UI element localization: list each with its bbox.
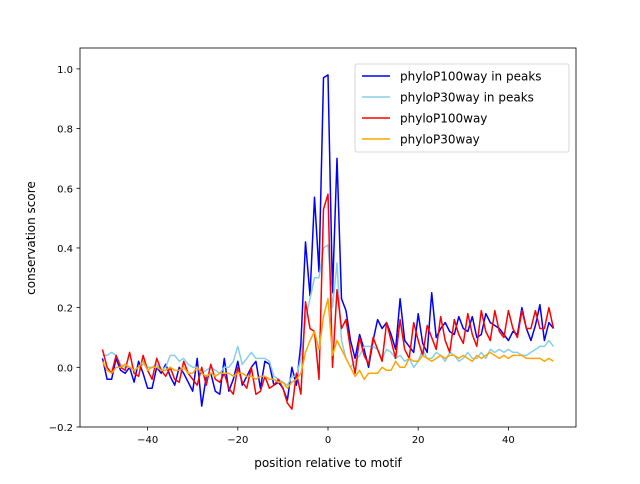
- y-tick-label: 0.0: [57, 363, 73, 374]
- x-tick-label: 20: [412, 435, 425, 446]
- series-line-3: [101, 193, 555, 410]
- plot-lines: [101, 74, 555, 410]
- legend: phyloP100way in peaks phyloP30way in peak…: [354, 63, 570, 153]
- y-tick-label: 0.8: [57, 125, 73, 136]
- y-tick-label: 0.6: [57, 184, 73, 195]
- legend-label: phyloP100way in peaks: [400, 70, 542, 84]
- series-line-4: [101, 297, 554, 389]
- y-tick-label: 0.2: [57, 304, 73, 315]
- x-tick-label: −40: [137, 435, 158, 446]
- legend-label: phyloP30way in peaks: [400, 91, 534, 105]
- y-axis-label: conservation score: [24, 181, 38, 295]
- x-axis-ticks: −40 −20 0 20 40: [137, 427, 515, 446]
- y-tick-label: −0.2: [49, 423, 73, 434]
- legend-label: phyloP30way: [400, 133, 480, 147]
- x-tick-label: 40: [502, 435, 515, 446]
- y-axis-ticks: −0.2 0.0 0.2 0.4 0.6 0.8 1.0: [49, 65, 80, 434]
- y-tick-label: 1.0: [57, 65, 73, 76]
- x-axis-label: position relative to motif: [254, 456, 402, 470]
- legend-box: [354, 63, 570, 153]
- legend-label: phyloP100way: [400, 112, 487, 126]
- x-tick-label: 0: [325, 435, 331, 446]
- y-tick-label: 0.4: [57, 244, 73, 255]
- x-tick-label: −20: [227, 435, 248, 446]
